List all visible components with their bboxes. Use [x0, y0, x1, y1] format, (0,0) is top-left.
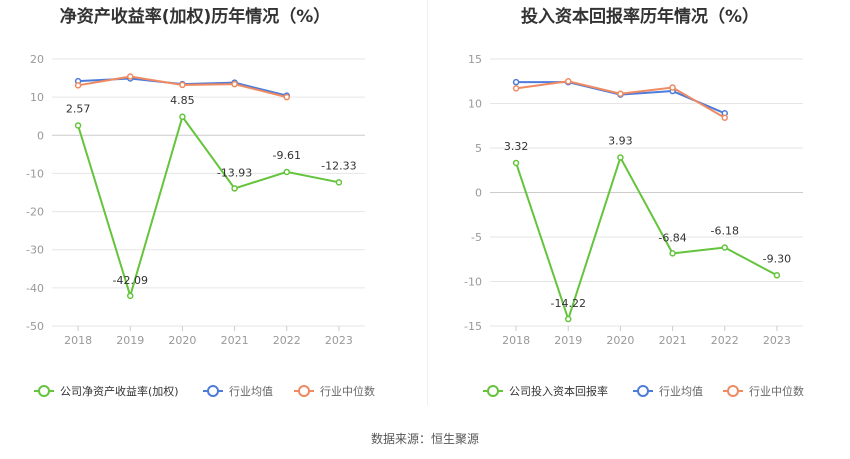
data-label: -42.09	[113, 274, 148, 287]
data-point-company	[231, 185, 238, 192]
legend-swatch-marker	[38, 385, 50, 397]
data-point-industry_median	[617, 90, 624, 97]
x-tick-label: 2020	[606, 334, 634, 347]
x-tick-label: 2019	[116, 334, 144, 347]
y-tick-label: 5	[475, 142, 482, 155]
data-point-industry_median	[512, 85, 520, 92]
chart-title: 投入资本回报率历年情况（%）	[521, 6, 759, 27]
x-tick-label: 2023	[763, 334, 791, 347]
x-tick-label: 2020	[168, 334, 196, 347]
data-point-industry_median	[74, 82, 82, 89]
y-tick-label: -50	[26, 320, 44, 333]
y-tick-label: -15	[464, 320, 482, 333]
legend-swatch-marker	[727, 385, 739, 397]
legend-swatch-marker	[637, 385, 649, 397]
y-tick-label: -5	[471, 231, 482, 244]
data-point-industry_median	[721, 114, 728, 121]
data-label: -6.18	[711, 225, 739, 238]
legend-label: 公司净资产收益率(加权)	[60, 384, 179, 398]
data-point-company	[512, 159, 520, 167]
legend-swatch-marker	[298, 385, 310, 397]
data-point-company	[773, 272, 781, 279]
y-tick-label: 10	[30, 91, 44, 104]
data-label: 3.32	[504, 140, 529, 153]
data-label: -9.61	[273, 149, 301, 162]
data-point-industry_median	[283, 93, 290, 101]
data-label: 2.57	[66, 102, 91, 115]
data-point-industry_median	[127, 73, 134, 80]
data-point-company	[721, 244, 728, 251]
y-tick-label: -30	[26, 244, 44, 257]
x-tick-label: 2021	[659, 334, 687, 347]
y-tick-label: 0	[37, 129, 44, 142]
legend-swatch-marker	[487, 385, 499, 397]
data-label: -13.93	[217, 166, 252, 179]
x-tick-label: 2022	[711, 334, 739, 347]
data-point-company	[283, 168, 290, 176]
x-tick-label: 2019	[554, 334, 582, 347]
data-point-industry_median	[669, 84, 676, 91]
x-tick-label: 2018	[502, 334, 530, 347]
legend-swatch-marker	[207, 385, 219, 397]
data-point-company	[127, 292, 134, 300]
data-point-company	[565, 315, 572, 323]
y-tick-label: -10	[464, 276, 482, 289]
y-tick-label: 15	[468, 53, 482, 66]
x-tick-label: 2021	[221, 334, 249, 347]
y-tick-label: -40	[26, 282, 44, 295]
x-tick-label: 2023	[325, 334, 353, 347]
legend-label: 行业中位数	[320, 384, 375, 398]
y-tick-label: -10	[26, 167, 44, 180]
series-line-company	[77, 114, 340, 300]
legend-label: 行业均值	[659, 385, 703, 398]
data-point-company	[74, 122, 82, 129]
source-footer: 数据来源：恒生聚源	[371, 431, 479, 446]
data-point-industry_avg	[512, 78, 520, 86]
y-tick-label: 0	[475, 187, 482, 200]
x-tick-label: 2022	[273, 334, 301, 347]
data-point-company	[669, 250, 676, 257]
data-point-industry_median	[179, 81, 186, 89]
legend-label: 行业均值	[229, 385, 273, 398]
data-label: 3.93	[608, 135, 633, 148]
data-label: -12.33	[321, 159, 356, 172]
series-line-company	[515, 154, 778, 323]
data-label: -9.30	[763, 252, 791, 265]
chart-title: 净资产收益率(加权)历年情况（%）	[60, 6, 331, 27]
data-point-company	[335, 179, 343, 186]
x-tick-label: 2018	[64, 334, 92, 347]
y-tick-label: -20	[26, 206, 44, 219]
data-label: -14.22	[551, 297, 586, 310]
data-label: -6.84	[658, 231, 686, 244]
data-point-industry_median	[565, 78, 572, 85]
data-point-industry_median	[231, 80, 238, 88]
series-line-industry_median	[515, 80, 726, 119]
panel-divider	[427, 0, 428, 405]
legend-label: 公司投入资本回报率	[509, 384, 608, 398]
data-label: 4.85	[170, 94, 195, 107]
y-tick-label: 20	[30, 53, 44, 66]
data-point-company	[617, 154, 624, 161]
data-point-company	[179, 113, 186, 121]
y-tick-label: 10	[468, 98, 482, 111]
legend-label: 行业中位数	[749, 384, 804, 398]
